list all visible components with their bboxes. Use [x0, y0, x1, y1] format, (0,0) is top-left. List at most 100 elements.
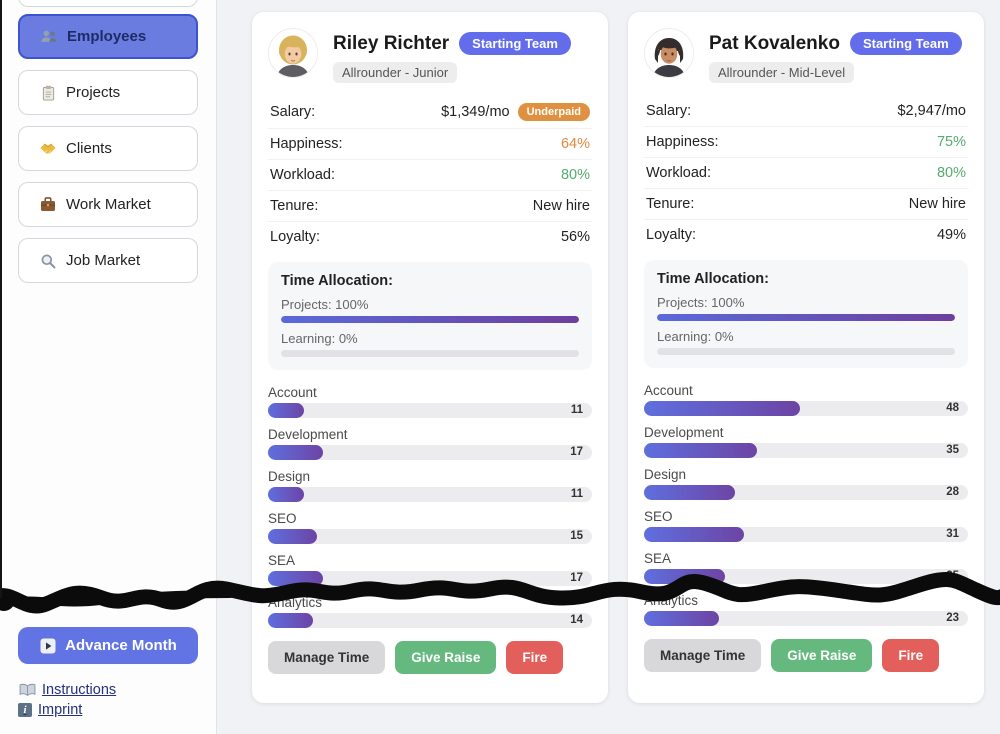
skill-value: 11	[570, 488, 583, 500]
stat-row-tenure: Tenure: New hire	[268, 191, 592, 222]
skill-label: Analytics	[268, 595, 323, 610]
skill-row-analytics: Analytics 23	[644, 593, 968, 626]
time-allocation-box: Time Allocation: Projects: 100% Learning…	[268, 262, 592, 370]
sidebar-item-job-market[interactable]: Job Market	[18, 238, 198, 283]
stat-label: Loyalty:	[270, 229, 320, 245]
stat-row-happiness: Happiness: 75%	[644, 127, 968, 158]
fire-button[interactable]: Fire	[506, 641, 564, 674]
stat-label: Workload:	[646, 165, 712, 181]
instructions-link[interactable]: Instructions	[18, 681, 116, 698]
skill-row-seo: SEO 31	[644, 509, 968, 542]
salary-value: $1,349/mo	[441, 104, 510, 120]
loyalty-value: 49%	[936, 227, 966, 243]
skill-bar: 15	[268, 529, 592, 544]
workload-value: 80%	[936, 165, 966, 181]
stat-row-tenure: Tenure: New hire	[644, 189, 968, 220]
skill-label: Account	[268, 385, 317, 400]
stat-label: Workload:	[270, 167, 336, 183]
sidebar: Employees Projects Clients Work Market J…	[0, 0, 217, 734]
skill-label: Development	[268, 427, 348, 442]
give-raise-button[interactable]: Give Raise	[771, 639, 873, 672]
skill-bar: 14	[268, 613, 592, 628]
sidebar-item-label: Job Market	[66, 252, 141, 269]
skill-bar: 28	[644, 485, 968, 500]
manage-time-button[interactable]: Manage Time	[268, 641, 386, 674]
footer-links: Instructions i Imprint	[18, 681, 116, 718]
sidebar-item-work-market[interactable]: Work Market	[18, 182, 198, 227]
happiness-value: 64%	[560, 136, 590, 152]
give-raise-button[interactable]: Give Raise	[395, 641, 497, 674]
stat-label: Salary:	[646, 103, 692, 119]
employee-header: Pat Kovalenko Starting Team Allrounder -…	[644, 28, 968, 83]
avatar	[644, 28, 694, 78]
skill-bar: 25	[644, 569, 968, 584]
time-allocation-title: Time Allocation:	[281, 273, 393, 289]
briefcase-icon	[39, 196, 57, 213]
skill-bar: 31	[644, 527, 968, 542]
happiness-value: 75%	[936, 134, 966, 150]
skill-row-seo: SEO 15	[268, 511, 592, 544]
skill-row-analytics: Analytics 14	[268, 595, 592, 628]
skills-list: Account 48 Development 35 Design 28 SEO …	[644, 383, 968, 626]
sidebar-item-projects[interactable]: Projects	[18, 70, 198, 115]
advance-month-button[interactable]: Advance Month	[18, 627, 198, 664]
projects-allocation-bar	[281, 316, 579, 323]
learning-allocation-label: Learning: 0%	[657, 329, 734, 344]
skill-value: 11	[570, 404, 583, 416]
tenure-value: New hire	[908, 196, 966, 212]
imprint-link[interactable]: i Imprint	[18, 702, 116, 718]
sidebar-item-label: Clients	[66, 140, 112, 157]
stat-label: Salary:	[270, 104, 316, 120]
skill-value: 17	[570, 572, 583, 584]
skill-value: 35	[946, 444, 959, 456]
sidebar-item-label: Employees	[67, 28, 147, 45]
sidebar-item-partial[interactable]	[18, 0, 198, 7]
stat-row-loyalty: Loyalty: 49%	[644, 220, 968, 250]
manage-time-button[interactable]: Manage Time	[644, 639, 762, 672]
book-icon	[18, 681, 36, 698]
skill-row-design: Design 28	[644, 467, 968, 500]
skill-bar: 17	[268, 445, 592, 460]
stat-label: Happiness:	[270, 136, 343, 152]
skill-label: Analytics	[644, 593, 699, 608]
window-edge-line	[0, 0, 2, 598]
learning-allocation-bar	[281, 350, 579, 357]
card-actions: Manage Time Give Raise Fire	[268, 641, 592, 674]
stats-list: Salary: $2,947/mo Happiness: 75% Workloa…	[644, 96, 968, 250]
skill-label: Design	[644, 467, 687, 482]
imprint-label: Imprint	[38, 702, 83, 718]
stat-label: Tenure:	[646, 196, 695, 212]
employee-role: Allrounder - Mid-Level	[709, 62, 855, 83]
skill-value: 31	[946, 528, 959, 540]
skill-bar: 48	[644, 401, 968, 416]
skill-label: SEO	[644, 509, 673, 524]
skill-row-sea: SEA 17	[268, 553, 592, 586]
sidebar-item-clients[interactable]: Clients	[18, 126, 198, 171]
sidebar-item-employees[interactable]: Employees	[18, 14, 198, 59]
card-actions: Manage Time Give Raise Fire	[644, 639, 968, 672]
avatar	[268, 28, 318, 78]
team-badge: Starting Team	[459, 32, 571, 55]
skill-value: 28	[946, 486, 959, 498]
sidebar-item-label: Work Market	[66, 196, 151, 213]
skill-value: 48	[946, 402, 959, 414]
employee-name: Pat Kovalenko	[709, 32, 840, 54]
employees-icon	[40, 28, 58, 45]
stat-label: Tenure:	[270, 198, 319, 214]
skill-value: 14	[570, 614, 583, 626]
fire-button[interactable]: Fire	[882, 639, 940, 672]
skill-label: SEA	[644, 551, 672, 566]
tenure-value: New hire	[532, 198, 590, 214]
employee-name: Riley Richter	[333, 32, 450, 54]
stat-row-salary: Salary: $1,349/mo Underpaid	[268, 96, 592, 129]
sidebar-item-label: Projects	[66, 84, 121, 101]
time-allocation-box: Time Allocation: Projects: 100% Learning…	[644, 260, 968, 368]
skill-value: 25	[946, 570, 959, 582]
stat-row-happiness: Happiness: 64%	[268, 129, 592, 160]
stat-label: Loyalty:	[646, 227, 696, 243]
workload-value: 80%	[560, 167, 590, 183]
stat-label: Happiness:	[646, 134, 719, 150]
skill-bar: 11	[268, 403, 592, 418]
instructions-label: Instructions	[42, 681, 117, 698]
skill-label: Account	[644, 383, 693, 398]
